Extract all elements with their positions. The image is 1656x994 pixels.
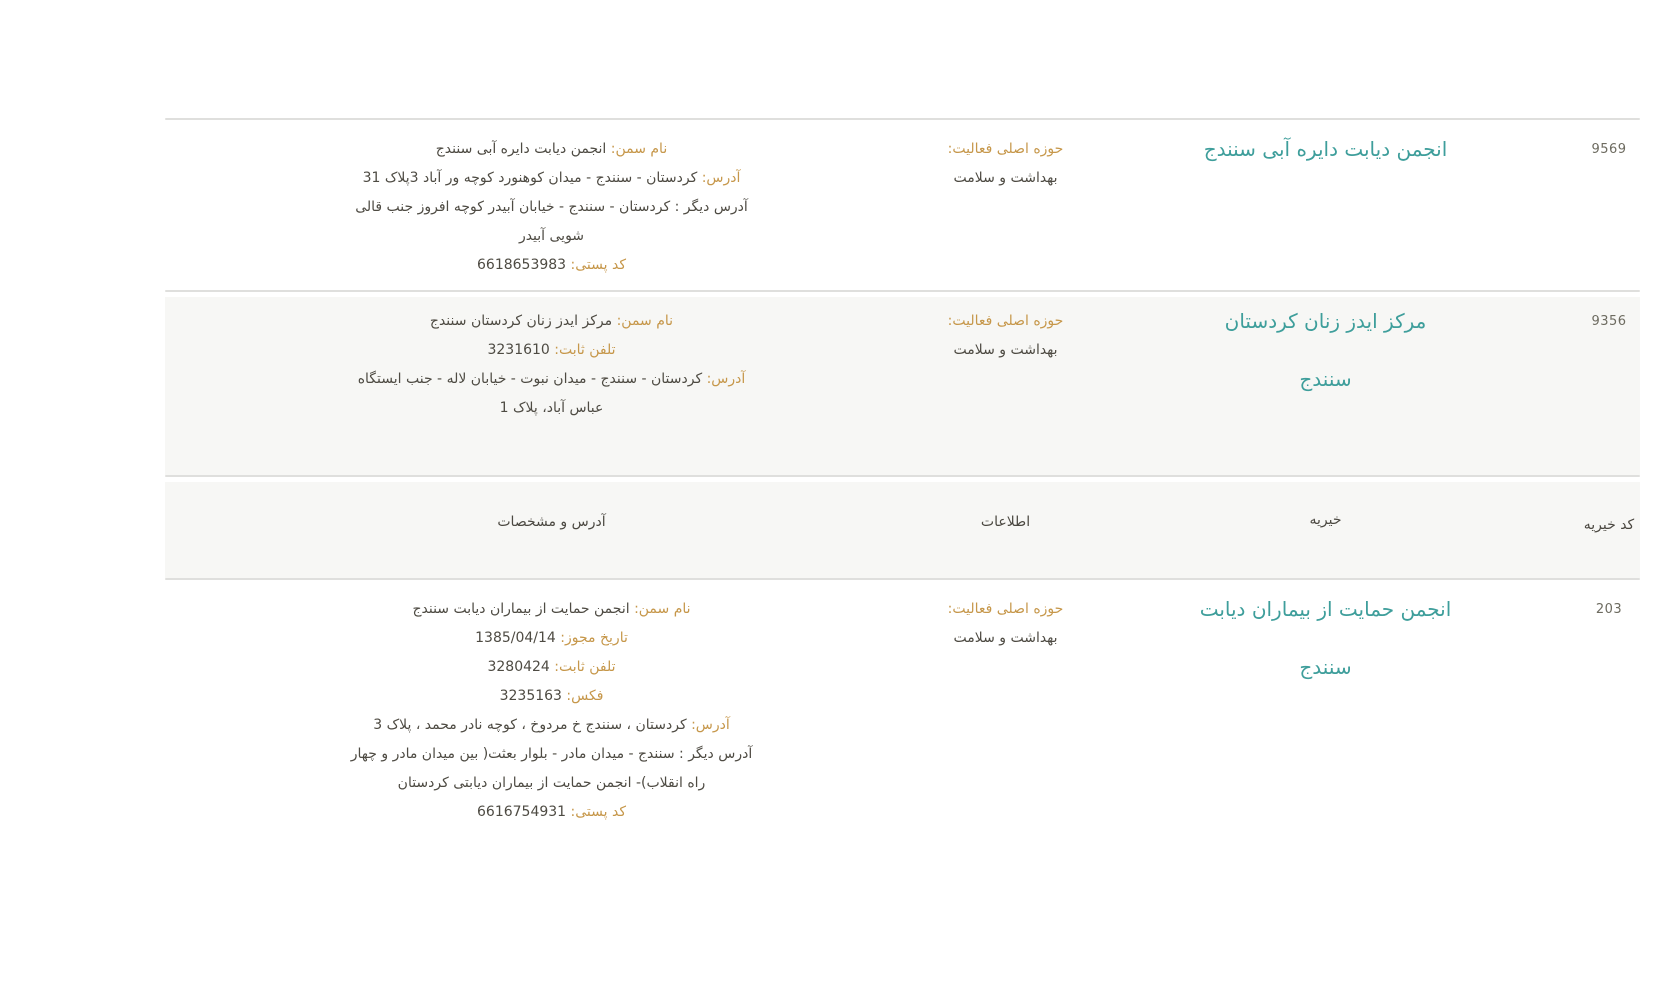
detail-line: کد پستی: 6618653983 [165,251,938,280]
charity-name-cell: انجمن دیابت دایره آبی سنندج [1073,133,1578,178]
charity-title-link[interactable]: انجمن دیابت دایره آبی سنندج [1073,120,1578,178]
activity-field-label: حوزه اصلی فعالیت: [947,141,1064,157]
detail-line: راه انقلاب)- انجمن حمایت از بیماران دیاب… [165,769,938,798]
detail-line: کد پستی: 6616754931 [165,798,938,827]
detail-line: تلفن ثابت: 3231610 [165,336,938,365]
detail-value: شویی آبیدر [518,228,585,244]
detail-value: 6616754931 [477,804,571,820]
row-divider [165,578,1640,580]
detail-label: تاریخ مجوز: [560,630,628,646]
detail-value: 3280424 [487,659,555,675]
header-code: کد خیریه [1583,517,1635,533]
activity-field-value: بهداشت و سلامت [953,342,1058,358]
detail-label: نام سمن: [634,601,691,617]
detail-line: تلفن ثابت: 3280424 [165,653,938,682]
charity-title-line: مرکز ایدز زنان کردستان [1224,309,1427,333]
detail-value: عباس آباد، پلاک 1 [499,400,604,416]
detail-line: آدرس: کردستان ، سنندج خ مردوخ ، کوچه ناد… [165,711,938,740]
detail-value: انجمن دیابت دایره آبی سنندج [435,141,611,157]
table-header-row: کد خیریه خیریه اطلاعات آدرس و مشخصات [165,482,1640,578]
charity-row: 9569 انجمن دیابت دایره آبی سنندج حوزه اص… [165,125,1640,290]
detail-label: کد پستی: [570,804,626,820]
charity-code-cell: 203 [1578,593,1640,617]
row-divider [165,290,1640,292]
detail-label: فکس: [566,688,604,704]
charity-code: 9356 [1591,314,1627,329]
charity-row: 203 انجمن حمایت از بیماران دیابت سنندج ح… [165,585,1640,873]
activity-field-value: بهداشت و سلامت [953,630,1058,646]
detail-value: مرکز ایدز زنان کردستان سنندج [429,313,617,329]
detail-line: نام سمن: انجمن حمایت از بیماران دیابت سن… [165,595,938,624]
row-divider [165,475,1640,477]
detail-line: آدرس: کردستان - سنندج - میدان کوهنورد کو… [165,164,938,193]
detail-label: آدرس: [706,371,746,387]
detail-label: آدرس: [691,717,730,733]
detail-value: کردستان ، سنندج خ مردوخ ، کوچه نادر محمد… [373,717,692,733]
detail-label: نام سمن: [610,141,668,157]
detail-label: تلفن ثابت: [554,659,616,675]
charity-info-cell: حوزه اصلی فعالیت: بهداشت و سلامت [938,133,1073,193]
detail-label: آدرس: [701,170,741,186]
header-charity: خیریه [1309,512,1342,528]
charity-info-cell: حوزه اصلی فعالیت: بهداشت و سلامت [938,305,1073,365]
charity-code-cell: 9569 [1578,133,1640,157]
detail-value: 3235163 [499,688,567,704]
charity-name-cell: انجمن حمایت از بیماران دیابت سنندج [1073,593,1578,696]
charity-title-line: انجمن دیابت دایره آبی سنندج [1203,137,1448,161]
header-details: آدرس و مشخصات [497,514,606,530]
detail-label: کد پستی: [570,257,626,273]
header-info: اطلاعات [980,514,1031,530]
detail-value: 1385/04/14 [475,630,561,646]
charity-details-cell: نام سمن: مرکز ایدز زنان کردستان سنندج تل… [165,305,938,423]
detail-line: نام سمن: انجمن دیابت دایره آبی سنندج [165,135,938,164]
detail-line: تاریخ مجوز: 1385/04/14 [165,624,938,653]
detail-line: آدرس دیگر : سنندج - میدان مادر - بلوار ب… [165,740,938,769]
detail-line: نام سمن: مرکز ایدز زنان کردستان سنندج [165,307,938,336]
detail-line: عباس آباد، پلاک 1 [165,394,938,423]
charity-name-cell: مرکز ایدز زنان کردستان سنندج [1073,305,1578,408]
charity-title-line: سنندج [1299,655,1352,679]
activity-field-value: بهداشت و سلامت [953,170,1058,186]
charity-code: 9569 [1591,142,1627,157]
charity-title-line: انجمن حمایت از بیماران دیابت [1199,597,1452,621]
charity-details-cell: نام سمن: انجمن حمایت از بیماران دیابت سن… [165,593,938,827]
charity-title-link[interactable]: انجمن حمایت از بیماران دیابت سنندج [1073,580,1578,696]
detail-value: انجمن حمایت از بیماران دیابت سنندج [412,601,635,617]
charity-info-cell: حوزه اصلی فعالیت: بهداشت و سلامت [938,593,1073,653]
detail-value: 6618653983 [477,257,571,273]
detail-line: آدرس دیگر : کردستان - سنندج - خیابان آبی… [165,193,938,222]
activity-field-label: حوزه اصلی فعالیت: [947,601,1064,617]
charity-code: 203 [1595,602,1623,617]
detail-label: تلفن ثابت: [554,342,616,358]
charity-list: 9569 انجمن دیابت دایره آبی سنندج حوزه اص… [165,118,1640,873]
detail-line: آدرس: کردستان - سنندج - میدان نبوت - خیا… [165,365,938,394]
charity-row: 9356 مرکز ایدز زنان کردستان سنندج حوزه ا… [165,297,1640,475]
detail-value: آدرس دیگر : کردستان - سنندج - خیابان آبی… [355,199,748,215]
charity-title-line: سنندج [1299,367,1352,391]
activity-field-label: حوزه اصلی فعالیت: [947,313,1064,329]
detail-label: نام سمن: [616,313,674,329]
detail-value: کردستان - سنندج - میدان کوهنورد کوچه ور … [362,170,702,186]
detail-value: کردستان - سنندج - میدان نبوت - خیابان لا… [357,371,707,387]
charity-code-cell: 9356 [1578,305,1640,329]
detail-value: راه انقلاب)- انجمن حمایت از بیماران دیاب… [397,775,706,791]
detail-value: 3231610 [487,342,555,358]
charity-title-link[interactable]: مرکز ایدز زنان کردستان سنندج [1073,292,1578,408]
row-divider [165,118,1640,120]
detail-line: شویی آبیدر [165,222,938,251]
detail-line: فکس: 3235163 [165,682,938,711]
charity-details-cell: نام سمن: انجمن دیابت دایره آبی سنندج آدر… [165,133,938,280]
detail-value: آدرس دیگر : سنندج - میدان مادر - بلوار ب… [350,746,753,762]
